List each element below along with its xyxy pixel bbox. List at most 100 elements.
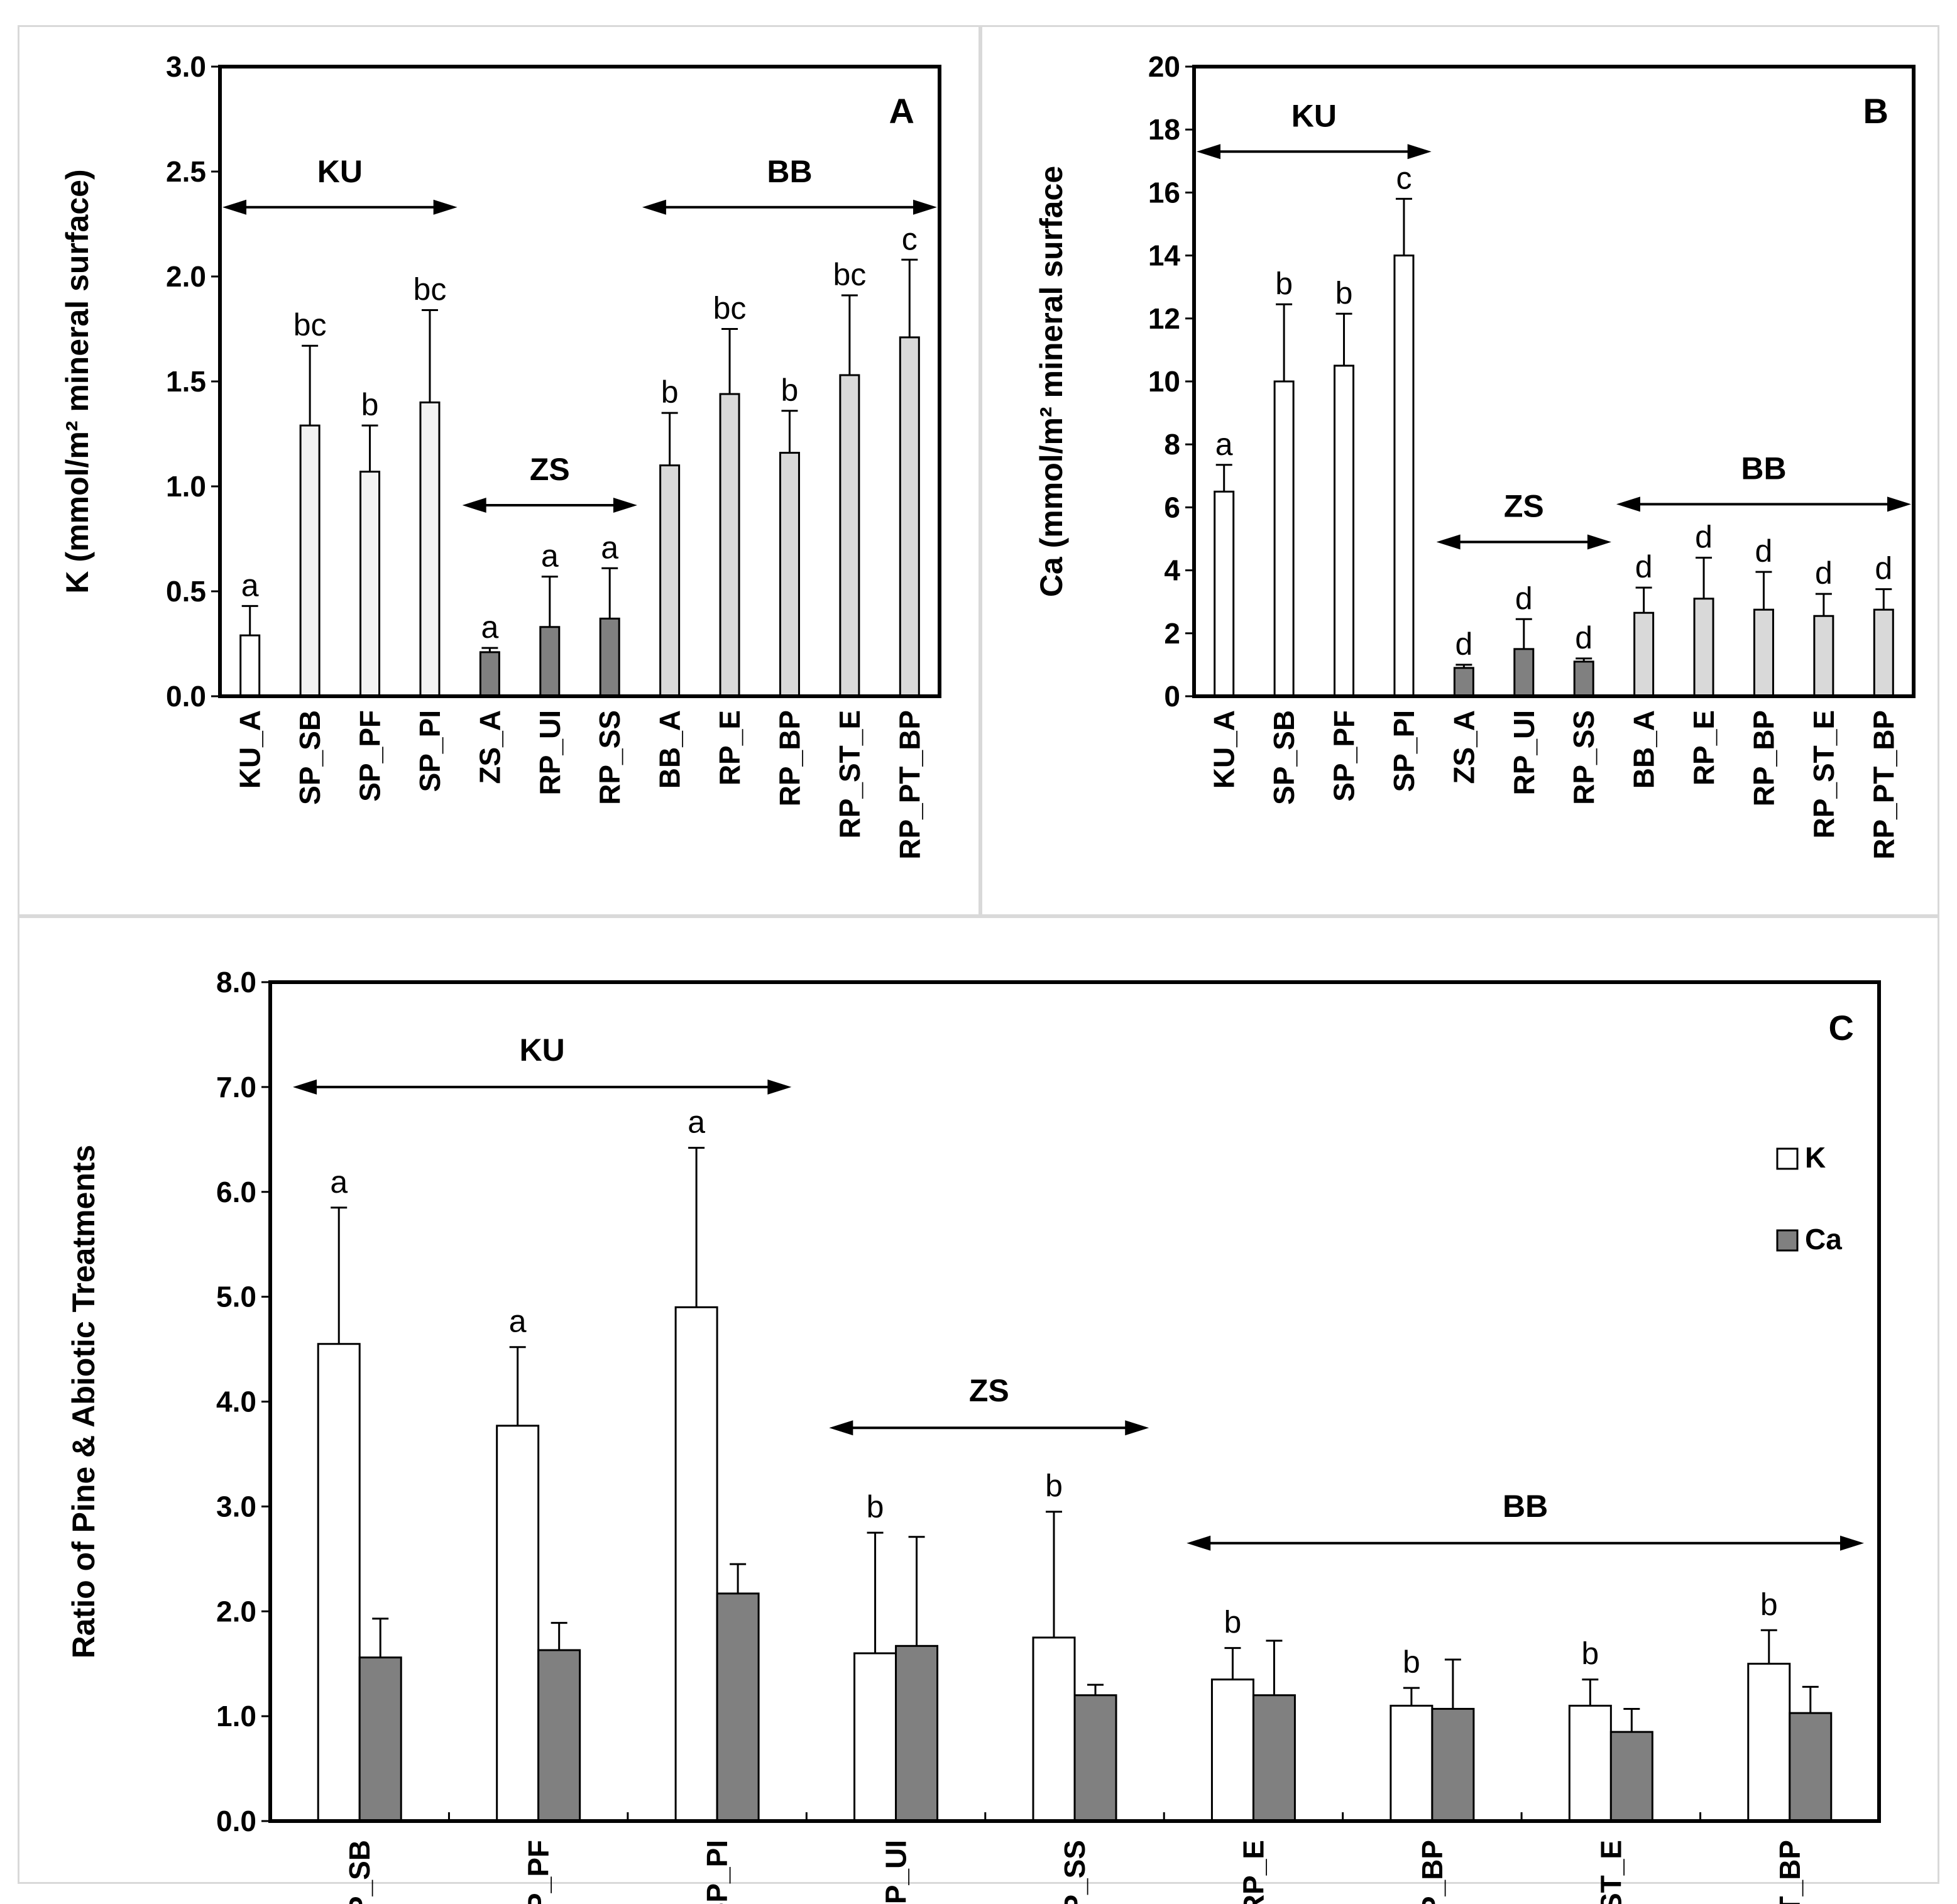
y-tick-label: 0.0 [166,680,206,713]
bar-ca-sp-pi [716,1592,760,1822]
bar-k-sp-pi [674,1306,718,1822]
bar-sp-pi [419,401,441,698]
significance-letter: d [1815,555,1833,591]
group-arrow-zs-head-right [1587,534,1611,550]
group-arrow-zs [829,1420,1149,1436]
bar-zs-a [479,651,500,698]
x-category-label: SP_PI [1388,710,1420,792]
x-category-label: RP_PT_BP [1867,710,1900,860]
y-axis-label: K (mmol/m² mineral surface) [60,169,95,593]
group-arrow-zs-head-left [1436,534,1461,550]
significance-letter: b [361,387,379,422]
x-category-label: RP_E [1237,1840,1269,1904]
bar-rp-ss [599,617,620,698]
group-label-bb: BB [1503,1489,1548,1524]
y-tick-label: 3.0 [166,50,206,83]
x-category-label: SP_PF [522,1840,555,1904]
x-category-label: RP_UI [880,1840,913,1904]
significance-letter: a [541,539,559,574]
bar-ku-a [239,634,261,698]
bar-rp-e [1693,598,1714,698]
y-tick-label: 3.0 [216,1490,256,1523]
x-category-label: ZS_A [1447,710,1480,784]
group-arrow-ku-head-left [293,1079,317,1095]
group-label-zs: ZS [530,452,570,487]
group-arrow-zs-head-left [829,1420,853,1436]
significance-letter: d [1875,551,1892,586]
significance-letter: bc [713,291,747,326]
group-arrow-bb-head-left [1616,496,1640,512]
x-category-label: ZS_A [473,710,506,784]
significance-letter: a [481,610,498,645]
significance-letter: c [1396,160,1412,195]
bar-ca-rp-ui [895,1644,939,1822]
plot-frame [218,65,941,698]
significance-letter: a [688,1105,705,1140]
y-tick-label: 6 [1164,491,1180,523]
significance-letter: a [1215,427,1233,462]
significance-letter: bc [293,307,327,342]
group-label-bb: BB [1741,451,1786,486]
group-arrow-bb-head-right [1887,496,1911,512]
bar-k-sp-sb [317,1343,361,1822]
y-tick-label: 1.0 [216,1700,256,1732]
group-arrow-bb-head-left [1187,1535,1211,1551]
group-label-zs: ZS [969,1373,1009,1408]
x-category-label: SP_PF [354,710,386,802]
bar-rp-ui [1513,648,1535,698]
significance-letter: b [661,375,679,410]
x-category-label: BB_A [654,710,686,789]
group-label-ku: KU [1291,98,1337,133]
y-tick-label: 8 [1164,428,1180,461]
significance-letter: b [1403,1644,1420,1680]
y-tick-label: 20 [1148,50,1180,83]
plot-frame [1192,65,1916,698]
y-tick-label: 14 [1148,239,1181,272]
y-axis-label: Ca (mmol/m² mineral surface [1034,166,1069,597]
significance-letter: d [1575,620,1592,655]
y-tick-label: 4 [1164,554,1180,587]
y-tick-label: 4.0 [216,1386,256,1418]
x-category-label: RP_PT_BP [893,710,926,860]
group-arrow-ku-head-left [1197,144,1220,160]
bar-k-sp-pf [496,1425,540,1822]
group-arrow-ku [293,1079,792,1095]
y-tick-label: 10 [1148,365,1180,398]
legend-swatch-k [1776,1147,1799,1170]
x-category-label: SP_PI [414,710,446,792]
x-category-label: SP_SB [293,710,326,805]
x-category-label: RP_ST_E [1594,1840,1627,1904]
group-arrow-bb [1187,1535,1864,1551]
y-tick-label: 16 [1148,176,1180,209]
x-category-label: SP_PF [1328,710,1361,802]
panel-letter: C [1829,1008,1854,1048]
y-tick-label: 5.0 [216,1281,256,1313]
panel-a-frame [18,25,980,916]
legend-label-k: K [1805,1141,1826,1174]
significance-letter: b [1760,1587,1778,1622]
bar-ca-rp-bp [1431,1707,1475,1822]
bar-ca-rp-st-e [1609,1731,1653,1822]
group-arrow-zs [462,498,637,513]
significance-letter: b [1045,1469,1063,1504]
x-category-label: RP_BP [1416,1840,1449,1904]
significance-letter: a [330,1164,348,1200]
panel-b-frame [980,25,1939,916]
significance-letter: b [867,1489,884,1524]
group-arrow-ku [1197,144,1432,160]
group-arrow-zs-head-right [613,498,637,513]
y-tick-label: 0.0 [216,1805,256,1837]
bar-rp-pt-bp [899,336,920,698]
y-axis-label: Ratio of Pine & Abiotic Treatments [66,1145,101,1659]
group-arrow-bb-head-right [1840,1535,1864,1551]
bar-ca-rp-pt-bp [1789,1712,1833,1822]
significance-letter: d [1755,533,1773,569]
x-category-label: RP_SS [593,710,626,805]
bar-ca-sp-pf [537,1649,581,1822]
x-category-label: RP_ST_E [833,710,866,839]
x-category-label: RP_UI [534,710,566,795]
bar-rp-st-e [839,374,860,698]
bar-ca-sp-sb [358,1656,402,1822]
x-category-label: SP_PI [701,1840,733,1904]
